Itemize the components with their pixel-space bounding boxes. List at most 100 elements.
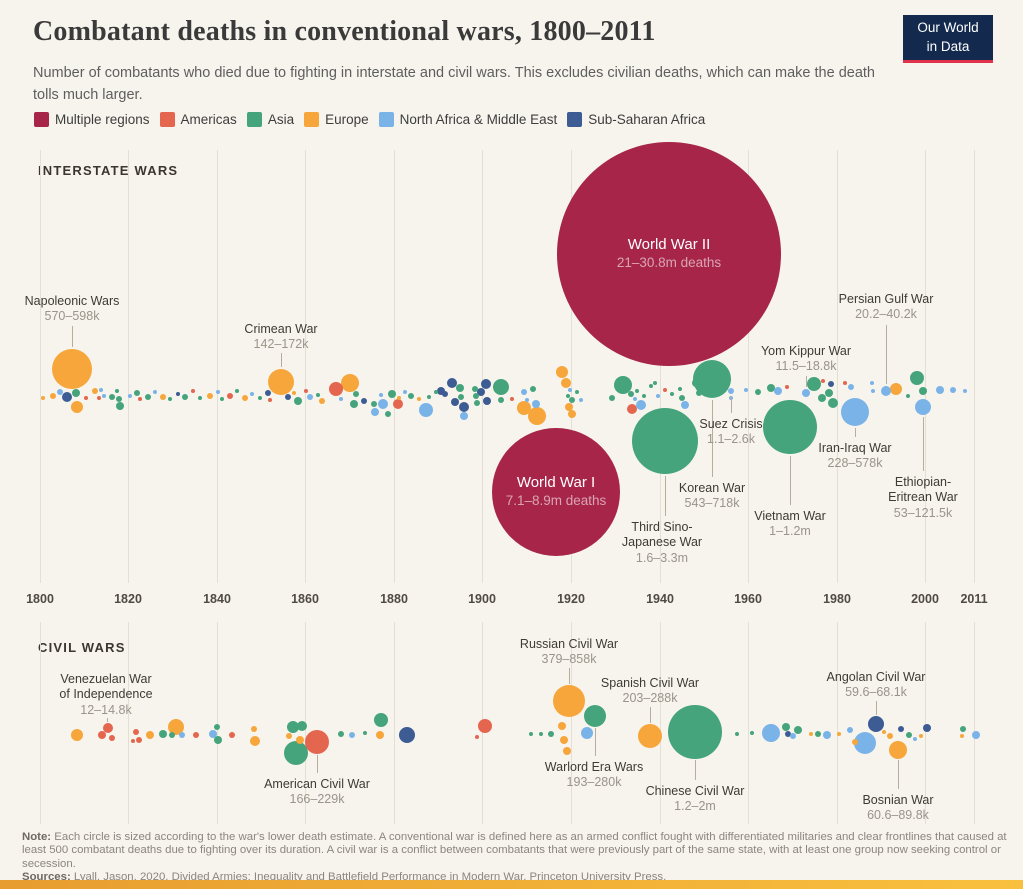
legend-item: Multiple regions	[34, 112, 150, 127]
bubble	[258, 396, 262, 400]
war-deaths: 166–229k	[289, 792, 345, 807]
bubble	[744, 388, 748, 392]
legend-label: Americas	[180, 112, 237, 127]
war-deaths: 379–858k	[541, 652, 597, 667]
gridline	[394, 150, 395, 583]
war-deaths: 203–288k	[622, 691, 678, 706]
page-subtitle: Number of combatants who died due to fig…	[33, 65, 875, 104]
bubble	[71, 729, 83, 741]
bubble	[913, 737, 917, 741]
legend-label: Sub-Saharan Africa	[588, 112, 706, 127]
gridline	[394, 622, 395, 824]
war-name: Persian Gulf War	[838, 292, 934, 306]
bubble	[653, 381, 657, 385]
note-line: Note: Each circle is sized according to …	[22, 831, 1012, 871]
bubble	[568, 410, 576, 418]
bubble	[304, 389, 308, 393]
bubble	[153, 390, 157, 394]
bubble	[251, 726, 257, 732]
bubble	[847, 727, 853, 733]
bubble	[447, 378, 457, 388]
war-name: American Civil War	[264, 777, 370, 791]
bubble	[807, 377, 821, 391]
gridline	[571, 622, 572, 824]
war-name: Venezuelan War of Independence	[59, 672, 153, 702]
bubble	[191, 389, 195, 393]
bubble	[41, 396, 45, 400]
legend-swatch	[159, 112, 175, 127]
bubble	[242, 395, 248, 401]
bubble	[287, 721, 299, 733]
bubble	[483, 397, 491, 405]
bubble	[887, 733, 893, 739]
gridline	[40, 622, 41, 824]
bubble	[627, 404, 637, 414]
axis-tick-label: 1800	[26, 592, 54, 606]
war-deaths: 228–578k	[827, 456, 883, 471]
bubble	[919, 387, 927, 395]
war-bubble	[668, 705, 722, 759]
leader-line	[107, 718, 108, 722]
bubble	[97, 396, 101, 400]
bubble	[339, 397, 343, 401]
war-deaths: 193–280k	[566, 775, 622, 790]
war-bubble	[305, 730, 329, 754]
war-deaths: 1–1.2m	[769, 524, 811, 539]
bubble	[565, 403, 573, 411]
war-deaths: 1.1–2.6k	[707, 432, 755, 447]
bubble	[848, 384, 854, 390]
war-name: Korean War	[678, 481, 746, 495]
legend-item: Americas	[159, 112, 237, 127]
legend-label: Europe	[325, 112, 369, 127]
bubble	[890, 383, 902, 395]
war-name: Suez Crisis	[699, 417, 763, 431]
note-text: Each circle is sized according to the wa…	[22, 831, 1007, 870]
leader-line	[731, 396, 732, 413]
war-deaths: 53–121.5k	[893, 505, 953, 520]
war-bubble	[103, 723, 113, 733]
war-inside-label: World War II 21–30.8m deaths	[617, 236, 721, 272]
bubble	[782, 723, 790, 731]
bubble	[319, 398, 325, 404]
bubble	[229, 732, 235, 738]
gridline	[974, 622, 975, 824]
bubble	[649, 384, 653, 388]
bubble	[353, 391, 359, 397]
bubble	[460, 412, 468, 420]
bubble	[50, 393, 56, 399]
bubble	[403, 390, 407, 394]
bubble	[116, 396, 122, 402]
war-deaths: 7.1–8.9m deaths	[505, 492, 607, 508]
bubble	[809, 732, 813, 736]
bubble	[99, 388, 103, 392]
war-name: Chinese Civil War	[645, 784, 745, 798]
war-bubble	[868, 716, 884, 732]
legend: Multiple regions Americas Asia Europe North …	[34, 112, 705, 127]
bubble	[735, 732, 739, 736]
war-bubble	[802, 389, 810, 397]
bubble	[936, 386, 944, 394]
bubble	[250, 392, 254, 396]
gridline	[748, 622, 749, 824]
bubble	[755, 389, 761, 395]
bubble	[882, 730, 886, 734]
legend-label: Asia	[267, 112, 295, 127]
leader-line	[695, 760, 696, 780]
war-bubble	[632, 408, 698, 474]
bubble	[635, 389, 639, 393]
war-inside-label: World War I 7.1–8.9m deaths	[506, 474, 607, 510]
bubble	[960, 726, 966, 732]
bubble	[823, 731, 831, 739]
leader-line	[595, 728, 596, 756]
axis-tick-label: 1940	[646, 592, 674, 606]
bubble	[529, 732, 533, 736]
bubble	[472, 386, 478, 392]
bubble	[294, 397, 302, 405]
war-bubble	[638, 724, 662, 748]
bubble	[227, 393, 233, 399]
bubble	[670, 392, 674, 396]
bubble	[558, 722, 566, 730]
legend-item: North Africa & Middle East	[378, 112, 557, 127]
war-deaths: 59.6–68.1k	[845, 685, 907, 700]
bubble	[71, 401, 83, 413]
